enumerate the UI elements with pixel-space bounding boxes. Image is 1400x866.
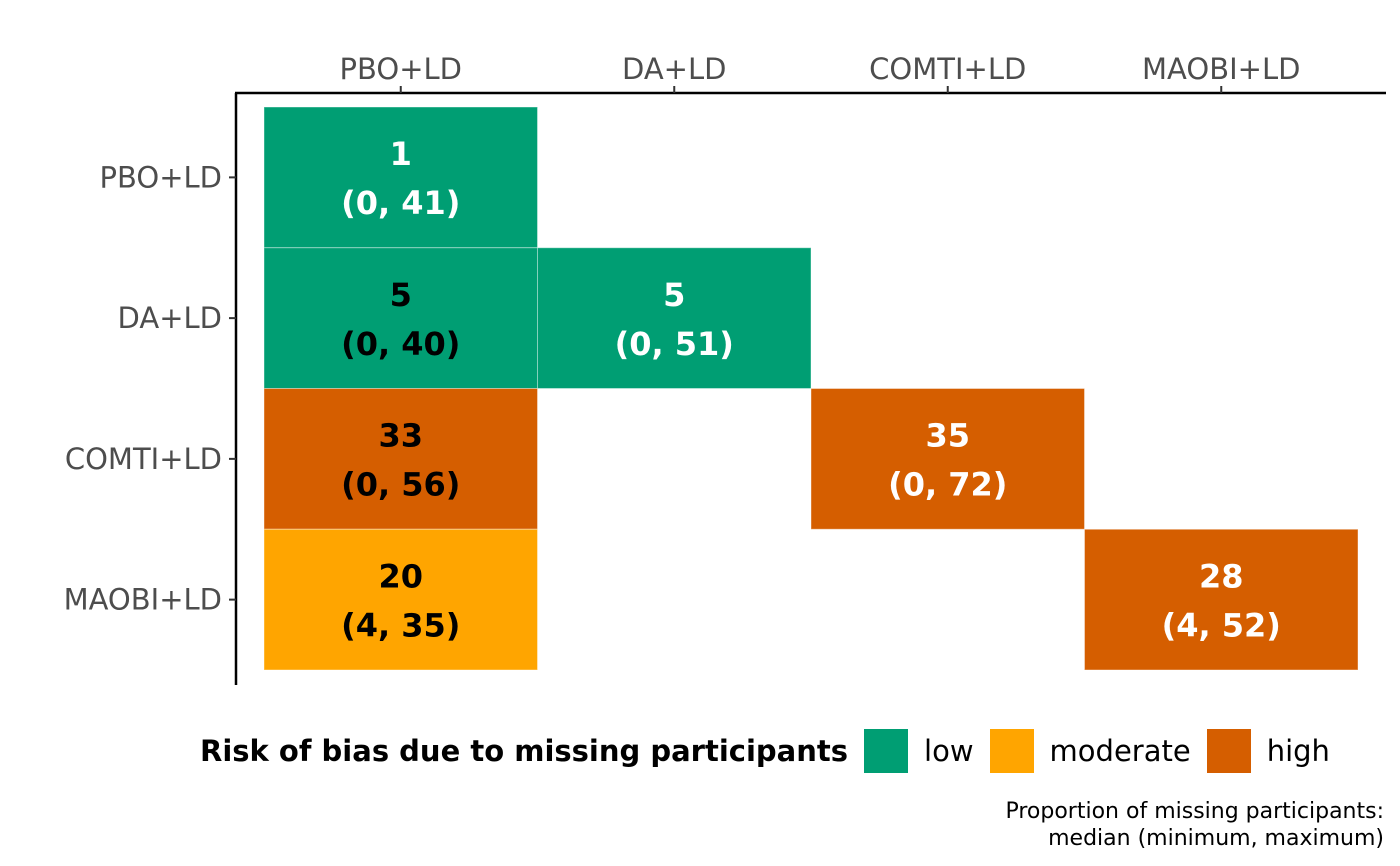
cell-fill: [263, 247, 538, 389]
heatmap-cell-maobi-ld-vs-maobi-ld: 28 (4, 52): [1084, 528, 1359, 671]
cell-range-label: (4, 52): [1162, 606, 1281, 644]
legend-swatch-moderate: [989, 729, 1034, 773]
cell-range-label: (0, 41): [341, 184, 460, 222]
cell-range-label: (0, 72): [888, 466, 1007, 504]
cell-median-label: 5: [663, 276, 685, 314]
x-tick-label-comti-ld: COMTI+LD: [869, 52, 1026, 86]
cell-median-label: 35: [925, 417, 970, 455]
caption-line-1: Proportion of missing participants:: [1005, 799, 1384, 824]
cell-fill: [263, 388, 538, 530]
cell-fill: [537, 247, 812, 389]
cell-fill: [810, 388, 1085, 530]
cell-fill: [263, 528, 538, 671]
legend-item-low: low: [864, 729, 974, 773]
y-tick-label-maobi-ld: MAOBI+LD: [64, 583, 222, 617]
caption-line-2: median (minimum, maximum): [1048, 826, 1384, 851]
cell-range-label: (4, 35): [341, 606, 460, 644]
cell-range-label: (0, 56): [341, 466, 460, 504]
cell-range-label: (0, 40): [341, 325, 460, 363]
legend-swatch-high: [1206, 729, 1251, 773]
cell-fill: [263, 106, 538, 249]
legend-label-moderate: moderate: [1049, 734, 1191, 768]
legend-swatch-low: [864, 729, 909, 773]
cell-range-label: (0, 51): [615, 325, 734, 363]
y-tick-label-comti-ld: COMTI+LD: [65, 442, 222, 476]
ticks-layer: PBO+LD DA+LD COMTI+LD MAOBI+LD PBO+LD DA+LD CO…: [64, 52, 1301, 617]
cell-median-label: 28: [1199, 557, 1244, 595]
legend-item-moderate: moderate: [989, 729, 1191, 773]
cell-fill: [1084, 528, 1359, 671]
cell-median-label: 33: [378, 417, 423, 455]
x-tick-label-maobi-ld: MAOBI+LD: [1142, 52, 1300, 86]
legend-label-low: low: [924, 734, 974, 768]
heatmap-cell-pbo-ld-vs-pbo-ld: 1 (0, 41): [263, 106, 538, 249]
cell-median-label: 5: [390, 276, 412, 314]
legend: Risk of bias due to missing participants…: [200, 728, 1346, 774]
x-tick-label-da-ld: DA+LD: [622, 52, 726, 86]
y-tick-label-pbo-ld: PBO+LD: [100, 160, 223, 194]
legend-title: Risk of bias due to missing participants: [200, 734, 849, 768]
cells-layer: 1 (0, 41) 5 (0, 40) 5 (0, 51) 33 (0, 56) 35 (0, 7…: [263, 106, 1359, 671]
y-tick-label-da-ld: DA+LD: [118, 301, 222, 335]
caption: Proportion of missing participants: medi…: [1005, 798, 1384, 852]
heatmap-cell-da-ld-vs-da-ld: 5 (0, 51): [537, 247, 812, 389]
cell-median-label: 20: [378, 557, 423, 595]
legend-label-high: high: [1266, 734, 1330, 768]
heatmap-cell-comti-ld-vs-pbo-ld: 33 (0, 56): [263, 388, 538, 530]
heatmap-cell-da-ld-vs-pbo-ld: 5 (0, 40): [263, 247, 538, 389]
cell-median-label: 1: [390, 135, 412, 173]
x-tick-label-pbo-ld: PBO+LD: [340, 52, 463, 86]
heatmap-cell-maobi-ld-vs-pbo-ld: 20 (4, 35): [263, 528, 538, 671]
legend-item-high: high: [1206, 729, 1330, 773]
heatmap-cell-comti-ld-vs-comti-ld: 35 (0, 72): [810, 388, 1085, 530]
axes-layer: [234, 91, 1386, 685]
